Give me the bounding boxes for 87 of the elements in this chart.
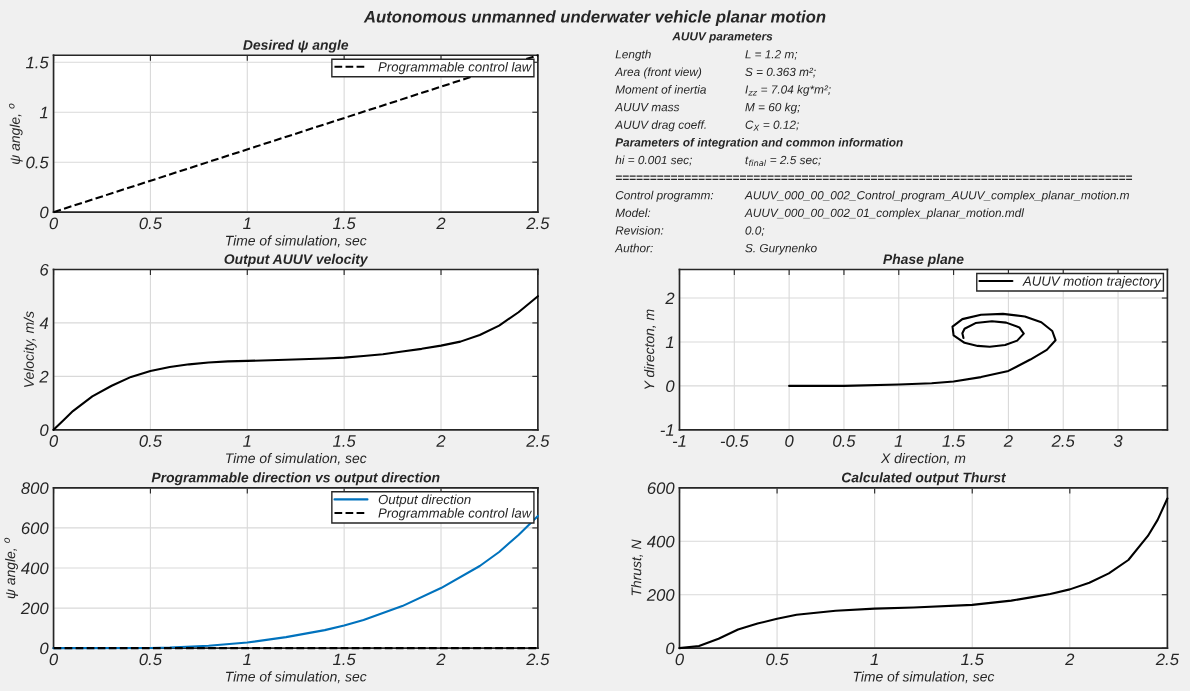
text: Length L = 1.2 m; — [615, 49, 798, 61]
text: AUUV drag coeff. C$_{X}$ = 0.12; — [614, 120, 799, 132]
y-tick-label: 0 — [666, 642, 675, 655]
y-axis-title: Thrust, N — [631, 539, 643, 596]
x-tick-label: 0 — [49, 217, 59, 230]
y-tick-label: 600 — [647, 482, 675, 495]
y-tick-label: 200 — [646, 589, 675, 601]
chart-title: Programmable direction vs output direction — [151, 472, 440, 486]
x-tick-label: 1 — [243, 435, 251, 447]
x-tick-label: 0.5 — [139, 435, 163, 447]
text: Parameters of integration and common information — [615, 137, 903, 149]
x-tick-label: 1.5 — [333, 653, 356, 666]
y-tick-label: 400 — [646, 535, 675, 548]
x-tick-label: 0.5 — [833, 435, 856, 447]
y-tick-label: -1 — [660, 424, 674, 436]
y-tick-label: 400 — [20, 562, 49, 575]
legend-label: AUUV motion trajectory — [1022, 276, 1162, 289]
x-tick-label: 1 — [894, 435, 902, 447]
x-tick-label: 2 — [1003, 435, 1013, 447]
chart-title: Output AUUV velocity — [224, 253, 369, 267]
x-axis-title: Time of simulation, sec — [853, 671, 995, 684]
x-tick-label: 0.5 — [139, 653, 163, 666]
x-tick-label: 1.5 — [942, 435, 966, 447]
x-tick-label: 2.5 — [1051, 435, 1075, 447]
x-tick-label: 0 — [49, 653, 59, 666]
text: Autonomous unmanned underwater vehicle planar motion — [363, 10, 826, 26]
x-tick-label: 1.5 — [333, 435, 356, 447]
x-tick-label: 1 — [243, 653, 251, 666]
x-tick-label: 1 — [243, 217, 251, 230]
text: AUUV parameters — [672, 32, 773, 43]
legend-label: Output direction — [378, 494, 471, 507]
x-tick-label: 2.5 — [1155, 653, 1180, 666]
x-tick-label: 1 — [870, 653, 878, 666]
x-tick-label: 1.5 — [333, 217, 356, 230]
x-tick-label: 3 — [1113, 435, 1123, 447]
y-tick-label: 200 — [20, 602, 49, 615]
y-tick-label: 0 — [40, 424, 49, 437]
text: Revision: 0.0; — [615, 225, 765, 237]
x-tick-label: 2 — [1065, 653, 1075, 666]
y-tick-label: 2 — [39, 370, 49, 383]
x-tick-label: 2 — [436, 217, 446, 230]
y-tick-label: 0 — [40, 642, 49, 655]
text: hi = 0.001 sec; t$_{final}$ = 2.5 sec; — [615, 155, 821, 167]
x-axis-title: Time of simulation, sec — [226, 671, 367, 684]
y-tick-label: 1.5 — [25, 56, 49, 69]
x-tick-label: -0.5 — [720, 435, 749, 447]
x-axis-title: Time of simulation, sec — [226, 452, 367, 465]
y-axis-title: Velocity, m/s — [23, 311, 37, 388]
y-tick-label: 6 — [40, 263, 49, 276]
text: Control programm: AUUV_000_00_002_Control_program_AUUV_complex_planar_motion.m — [615, 190, 1129, 202]
x-tick-label: 2.5 — [526, 435, 550, 447]
x-tick-label: 2 — [436, 435, 446, 447]
y-axis-title: ψ angle, $^{o}$ — [8, 103, 23, 165]
y-tick-label: 1 — [39, 106, 48, 119]
text: Author: S. Gurynenko — [614, 243, 817, 255]
y-tick-label: 0 — [40, 206, 49, 219]
x-tick-label: 2.5 — [526, 217, 550, 230]
y-axis-title: Y directon, m — [644, 309, 656, 389]
x-axis-title: X direction, m — [880, 452, 966, 465]
y-axis-title: ψ angle, $^{o}$ — [4, 537, 18, 599]
x-tick-label: 2.5 — [526, 653, 550, 666]
y-tick-label: 2 — [665, 292, 675, 305]
y-tick-label: 800 — [21, 482, 49, 495]
x-tick-label: 1.5 — [961, 653, 984, 666]
text: Area (front view) S = 0.363 m²; — [614, 67, 816, 79]
y-tick-label: 0.5 — [26, 156, 49, 169]
x-tick-label: 0.5 — [766, 653, 789, 666]
chart-title: Phase plane — [883, 253, 964, 267]
text: AUUV mass M = 60 kg; — [614, 102, 800, 114]
legend-label: Programmable control law — [378, 508, 532, 521]
y-tick-label: 1 — [665, 336, 674, 348]
text: Model: AUUV_000_00_002_01_complex_planar_motion.mdl — [615, 208, 1025, 220]
x-tick-label: 0 — [785, 435, 794, 447]
legend-label: Programmable control law — [378, 61, 532, 75]
y-tick-label: 600 — [21, 522, 49, 535]
chart-title: Calculated output Thurst — [841, 472, 1007, 486]
x-tick-label: 0 — [49, 435, 59, 447]
x-tick-label: 2 — [436, 653, 446, 666]
y-tick-label: 0 — [666, 380, 675, 393]
x-tick-label: 0 — [675, 653, 684, 666]
text: =========================================================================== — [615, 175, 1133, 180]
line-series — [788, 312, 1057, 387]
text: Moment of inertia I$_{zz}$ = 7.04 kg*m²; — [615, 84, 831, 96]
y-tick-label: 4 — [39, 317, 49, 329]
chart-title: Desired ψ angle — [243, 39, 349, 53]
x-tick-label: 0.5 — [139, 217, 163, 230]
x-axis-title: Time of simulation, sec — [226, 235, 367, 248]
